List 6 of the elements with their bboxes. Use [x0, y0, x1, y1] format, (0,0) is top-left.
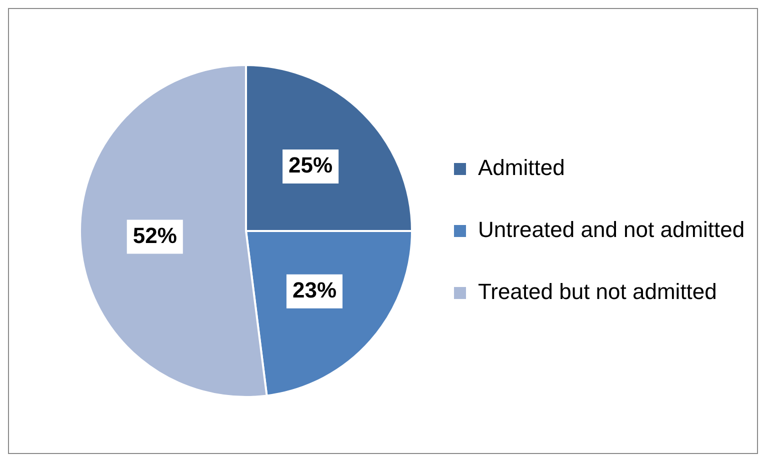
legend-label: Untreated and not admitted	[478, 217, 745, 242]
data-label: 23%	[292, 277, 337, 302]
legend-label: Admitted	[478, 155, 565, 180]
data-label: 25%	[288, 152, 333, 178]
legend-label: Treated but not admitted	[478, 279, 717, 304]
data-label: 52%	[132, 222, 177, 248]
